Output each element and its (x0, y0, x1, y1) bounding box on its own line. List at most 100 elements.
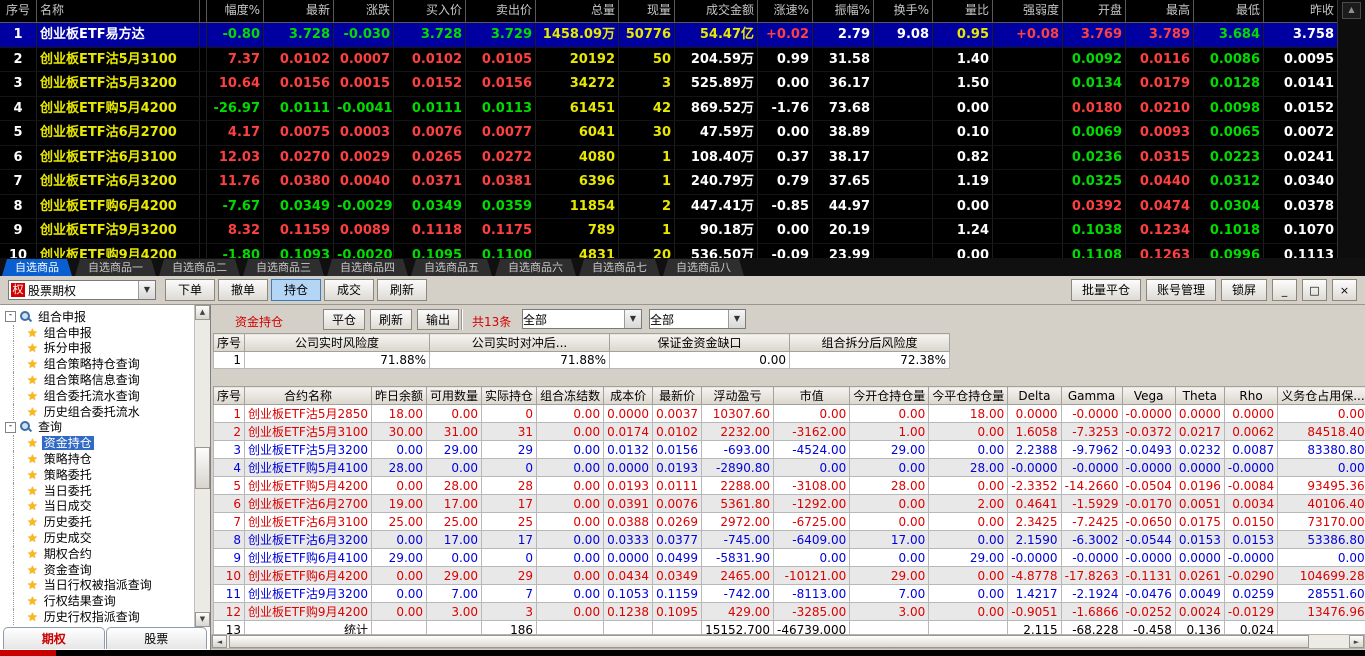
tree-item[interactable]: ★ 当日委托 (0, 482, 194, 499)
minimize-button[interactable]: _ (1272, 279, 1297, 301)
column-header[interactable]: 序号 (212, 333, 246, 352)
collapse-icon[interactable]: - (5, 311, 16, 323)
column-header[interactable]: 组合冻结数 (536, 386, 605, 405)
tree-item[interactable]: ★ 历史行权指派查询 (0, 609, 194, 625)
quote-column-header[interactable]: 幅度% (207, 0, 264, 23)
column-header[interactable]: Gamma (1060, 386, 1123, 405)
table-row[interactable]: 5 创业板ETF购5月4200 0.00 28.00 28 0.00 0.0193 0.011… (212, 476, 1365, 495)
column-header[interactable]: 成本价 (603, 386, 654, 405)
watchlist-tab[interactable]: 自选商品五 (411, 259, 492, 276)
quote-row[interactable]: 8 创业板ETF购6月4200 -7.67 0.0349 -0.0029 0.0349 0.… (0, 194, 1338, 219)
quote-column-header[interactable]: 买入价 (394, 0, 466, 23)
scrollbar-thumb[interactable] (195, 447, 210, 489)
quote-column-header[interactable]: 振幅% (813, 0, 874, 23)
scroll-left-icon[interactable]: ◄ (212, 635, 227, 648)
cancel-order-button[interactable]: 撤单 (218, 279, 268, 301)
tree-item[interactable]: ★ 组合申报 (0, 324, 194, 341)
quote-column-header[interactable]: 换手% (874, 0, 933, 23)
column-header[interactable]: 合约名称 (244, 386, 373, 405)
account-management-button[interactable]: 账号管理 (1145, 279, 1216, 301)
column-header[interactable]: Delta (1007, 386, 1062, 405)
sidebar-scrollbar[interactable]: ▲ ▼ (194, 305, 210, 627)
tree-item[interactable]: ★ 策略持仓 (0, 451, 194, 467)
column-header[interactable]: 浮动盈亏 (701, 386, 774, 405)
table-row[interactable]: 10 创业板ETF购6月4200 0.00 29.00 29 0.00 0.0434 0.03… (212, 566, 1365, 585)
column-header[interactable]: 序号 (212, 386, 246, 405)
quote-column-header[interactable]: 成交金额 (675, 0, 758, 23)
quote-column-header[interactable]: 强弱度 (993, 0, 1063, 23)
quote-column-header[interactable]: 开盘 (1063, 0, 1126, 23)
quote-row[interactable]: 2 创业板ETF沽5月3100 7.37 0.0102 0.0007 0.0102 0.01… (0, 47, 1338, 72)
tree-item[interactable]: ★ 历史成交 (0, 530, 194, 546)
lock-screen-button[interactable]: 锁屏 (1220, 279, 1267, 301)
tree-item[interactable]: ★ 当日行权被指派查询 (0, 577, 194, 594)
tree-item[interactable]: ★ 行权结果查询 (0, 593, 194, 609)
quote-row[interactable]: 3 创业板ETF沽5月3200 10.64 0.0156 0.0015 0.0152 0.0… (0, 72, 1338, 97)
watchlist-tab[interactable]: 自选商品七 (579, 259, 660, 276)
watchlist-tab[interactable]: 自选商品二 (159, 259, 240, 276)
column-header[interactable]: 公司实时风险度 (244, 333, 431, 352)
table-row[interactable]: 11 创业板ETF沽9月3200 0.00 7.00 7 0.00 0.1053 0.1159… (212, 584, 1365, 603)
sidebar-tab-stocks[interactable]: 股票 (105, 627, 207, 649)
tree-group[interactable]: - 查询 (0, 420, 194, 436)
quote-column-header[interactable]: 量比 (933, 0, 993, 23)
quote-row[interactable]: 4 创业板ETF购5月4200 -26.97 0.0111 -0.0041 0.0111 0… (0, 96, 1338, 121)
table-row[interactable]: 1 创业板ETF沽5月2850 18.00 0.00 0 0.00 0.0000 0.0037… (212, 404, 1365, 423)
tree-item[interactable]: ★ 历史组合委托流水 (0, 403, 194, 420)
column-header[interactable]: 保证金资金缺口 (609, 333, 791, 352)
tree-item[interactable]: ★ 策略委托 (0, 466, 194, 483)
tree-item[interactable]: ★ 拆分申报 (0, 340, 194, 357)
tree-item[interactable]: ★ 历史委托 (0, 514, 194, 530)
instrument-combo[interactable]: 权 股票期权 ▼ (8, 280, 156, 300)
quote-row[interactable]: 5 创业板ETF沽6月2700 4.17 0.0075 0.0003 0.0076 0.00… (0, 121, 1338, 146)
quote-column-header[interactable]: 卖出价 (466, 0, 536, 23)
quote-column-header[interactable]: 现量 (619, 0, 675, 23)
column-header[interactable]: 市值 (772, 386, 851, 405)
quote-column-header[interactable]: 名称 (37, 0, 200, 23)
table-row[interactable]: 9 创业板ETF购6月4100 29.00 0.00 0 0.00 0.0000 0.0499… (212, 548, 1365, 567)
scroll-down-icon[interactable]: ▼ (195, 612, 210, 627)
positions-button[interactable]: 持仓 (271, 279, 321, 301)
quote-column-header[interactable]: 最低 (1194, 0, 1264, 23)
close-position-button[interactable]: 平仓 (323, 309, 365, 330)
trades-button[interactable]: 成交 (324, 279, 374, 301)
table-row[interactable]: 3 创业板ETF沽5月3200 0.00 29.00 29 0.00 0.0132 0.015… (212, 440, 1365, 459)
scroll-right-icon[interactable]: ► (1349, 635, 1364, 648)
table-row[interactable]: 1 71.88% 71.88% 0.00 72.38% (212, 351, 951, 369)
tree-item[interactable]: ★ 期权合约 (0, 545, 194, 562)
quote-column-header[interactable]: 昨收 (1264, 0, 1338, 23)
quote-row[interactable]: 1 创业板ETF易方达 -0.80 3.728 -0.030 3.728 3.729 1458… (0, 23, 1338, 48)
column-header[interactable]: 今开仓持仓量 (849, 386, 930, 405)
tree-group[interactable]: - 组合申报 (0, 309, 194, 325)
quote-column-header[interactable]: 序号 (0, 0, 37, 23)
quote-vertical-scrollbar[interactable]: ▲ (1337, 0, 1365, 258)
table-row[interactable]: 4 创业板ETF购5月4100 28.00 0.00 0 0.00 0.0000 0.0193… (212, 458, 1365, 477)
quote-column-header[interactable]: 涨跌 (334, 0, 394, 23)
quote-row[interactable]: 6 创业板ETF沽6月3100 12.03 0.0270 0.0029 0.0265 0.0… (0, 145, 1338, 170)
column-header[interactable]: 组合拆分后风险度 (789, 333, 951, 352)
column-header[interactable]: Theta (1174, 386, 1225, 405)
chevron-down-icon[interactable]: ▼ (138, 281, 155, 299)
column-header[interactable]: 实际持仓 (481, 386, 538, 405)
table-row[interactable]: 12 创业板ETF购9月4200 0.00 3.00 3 0.00 0.1238 0.1095… (212, 602, 1365, 621)
quote-row[interactable]: 9 创业板ETF沽9月3200 8.32 0.1159 0.0089 0.1118 0.11… (0, 219, 1338, 244)
column-header[interactable]: 公司实时对冲后... (429, 333, 611, 352)
table-row[interactable]: 6 创业板ETF沽6月2700 19.00 17.00 17 0.00 0.0391 0.00… (212, 494, 1365, 513)
tree-item[interactable]: ★ 组合策略持仓查询 (0, 356, 194, 372)
column-header[interactable]: 义务仓占用保... (1277, 386, 1365, 405)
column-header[interactable]: 可用数量 (426, 386, 483, 405)
column-header[interactable]: Rho (1223, 386, 1279, 405)
column-header[interactable]: 最新价 (652, 386, 703, 405)
tree-item[interactable]: ★ 当日成交 (0, 498, 194, 515)
sidebar-tab-options[interactable]: 期权 (3, 627, 105, 649)
filter-combo[interactable]: 全部 ▼ (522, 309, 642, 329)
close-button[interactable]: × (1332, 279, 1357, 301)
scrollbar-thumb[interactable] (229, 635, 1309, 648)
column-header[interactable]: Vega (1121, 386, 1176, 405)
quote-column-header[interactable] (200, 0, 207, 23)
tree-item[interactable]: ★ 资金查询 (0, 561, 194, 578)
watchlist-tab[interactable]: 自选商品一 (75, 259, 156, 276)
scroll-up-icon[interactable]: ▲ (195, 305, 210, 320)
filter-combo[interactable]: 全部 ▼ (649, 309, 746, 329)
refresh-positions-button[interactable]: 刷新 (370, 309, 412, 330)
